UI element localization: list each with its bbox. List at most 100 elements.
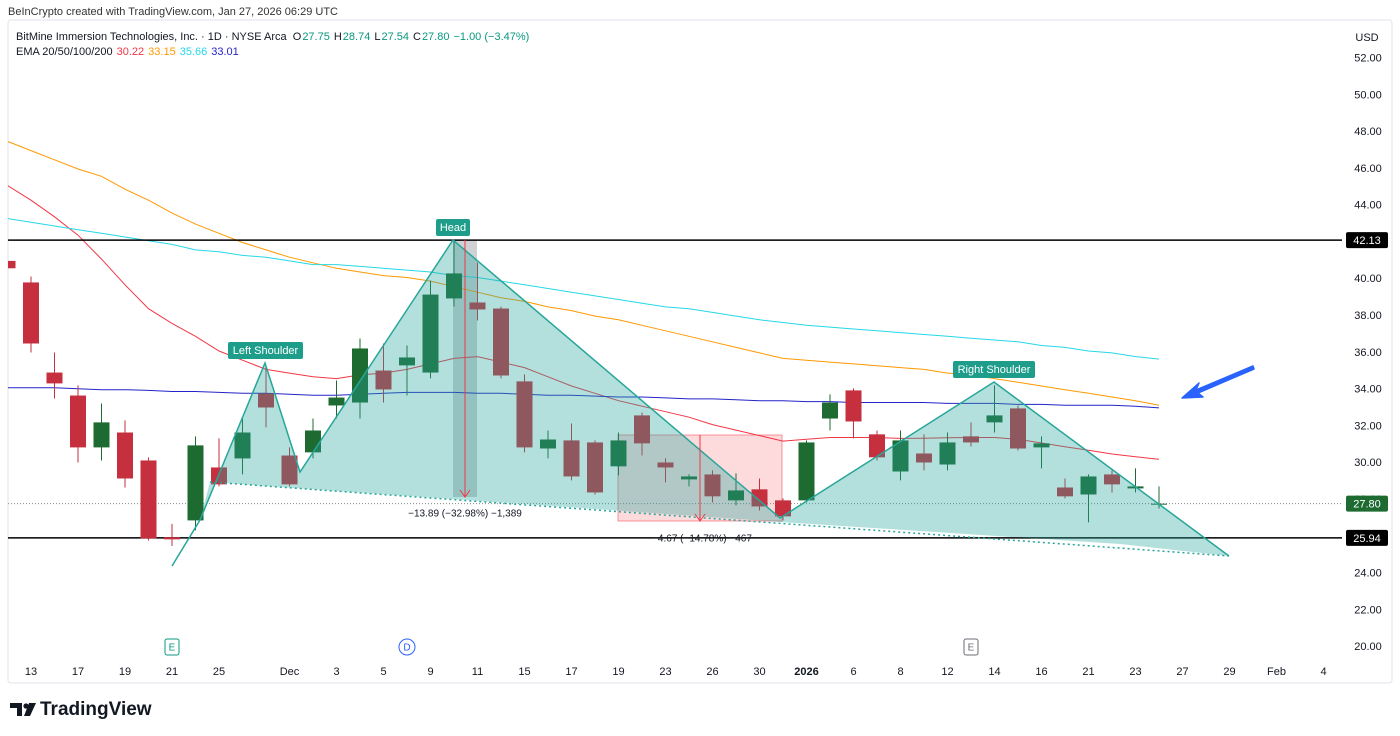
event-marker bbox=[164, 638, 180, 656]
y-tick-label: 44.00 bbox=[1354, 200, 1382, 212]
change: −1.00 (−3.47%) bbox=[453, 31, 530, 43]
candle-body bbox=[46, 372, 63, 384]
candle-body bbox=[493, 308, 509, 376]
candle-body bbox=[8, 260, 16, 269]
y-tick-label: 20.00 bbox=[1354, 641, 1382, 653]
event-marker bbox=[398, 638, 416, 656]
indicator-value: 33.01 bbox=[211, 46, 239, 58]
level-label: 42.13 bbox=[1353, 235, 1381, 247]
ema-line bbox=[8, 218, 1160, 360]
ohlc-value: 27.54 bbox=[381, 31, 409, 43]
y-tick-label: 30.00 bbox=[1354, 457, 1382, 469]
measure-label: −4.67 (−14.78%) −467 bbox=[652, 534, 752, 545]
candle-body bbox=[1033, 443, 1050, 448]
x-tick-label: 13 bbox=[25, 666, 37, 678]
candle-body bbox=[869, 434, 885, 458]
candle-body bbox=[1010, 408, 1026, 449]
candle-body bbox=[775, 500, 791, 517]
event-label: E bbox=[968, 643, 975, 654]
candle-body bbox=[258, 393, 274, 408]
pattern-label-bg bbox=[436, 219, 470, 236]
candle-body bbox=[822, 402, 838, 419]
brand-icon bbox=[23, 703, 29, 709]
x-tick-label: Feb bbox=[1267, 666, 1286, 678]
x-tick-label: 11 bbox=[472, 666, 483, 678]
brand-icon bbox=[24, 703, 36, 716]
x-tick-label: 27 bbox=[1176, 666, 1188, 678]
pattern-label: Right Shoulder bbox=[958, 364, 1031, 376]
candle-body bbox=[352, 348, 368, 403]
y-tick-label: 46.00 bbox=[1354, 163, 1382, 175]
candle-body bbox=[634, 415, 650, 444]
y-tick-label: 32.00 bbox=[1354, 420, 1382, 432]
pattern-outline bbox=[171, 238, 1230, 567]
x-tick-label: 3 bbox=[333, 666, 339, 678]
candle-body bbox=[422, 294, 439, 373]
event-label: E bbox=[169, 643, 176, 654]
candle-body bbox=[281, 455, 298, 485]
y-tick-label: 40.00 bbox=[1354, 273, 1382, 285]
y-tick-label: 50.00 bbox=[1354, 89, 1382, 101]
x-tick-label: 23 bbox=[659, 666, 671, 678]
x-tick-label: 23 bbox=[1129, 666, 1141, 678]
x-tick-label: 19 bbox=[612, 666, 624, 678]
candle-body bbox=[516, 381, 533, 448]
plot-layer bbox=[8, 141, 1342, 546]
indicator-value: 33.15 bbox=[148, 46, 176, 58]
pattern-layer: −13.89 (−32.98%) −1,389 −4.67 (−14.78%) … bbox=[171, 219, 1255, 567]
candle-body bbox=[845, 390, 862, 422]
pattern-label-bg bbox=[953, 361, 1035, 378]
x-tick-label: 19 bbox=[119, 666, 131, 678]
x-tick-label: 30 bbox=[753, 666, 765, 678]
candle-body bbox=[1057, 487, 1073, 497]
measure-label: −13.89 (−32.98%) −1,389 bbox=[408, 509, 522, 520]
x-tick-label: 17 bbox=[72, 666, 84, 678]
indicator-line: EMA 20/50/100/200 30.22 33.15 35.66 33.01 bbox=[16, 45, 533, 60]
x-tick-label: 4 bbox=[1320, 666, 1326, 678]
candle-body bbox=[328, 397, 345, 406]
ohlc-key: C bbox=[412, 31, 421, 43]
x-tick-label: 6 bbox=[850, 666, 856, 678]
symbol-line: BitMine Immersion Technologies, Inc. · 1… bbox=[16, 30, 533, 45]
candle-body bbox=[187, 445, 204, 521]
x-tick-label: 9 bbox=[427, 666, 433, 678]
measure-arrow-head bbox=[459, 489, 471, 498]
currency-label: USD bbox=[1355, 32, 1378, 44]
candle-body bbox=[916, 453, 932, 463]
candle-body bbox=[375, 370, 392, 390]
x-tick-label: 16 bbox=[1035, 666, 1047, 678]
ema-line bbox=[8, 387, 1160, 409]
level-label: 25.94 bbox=[1353, 533, 1381, 545]
ohlc-key: O bbox=[292, 31, 302, 43]
candle-body bbox=[610, 440, 627, 467]
pattern-fill bbox=[172, 240, 1229, 566]
candle-body bbox=[986, 415, 1003, 423]
pattern-label: Head bbox=[440, 222, 466, 234]
candle-body bbox=[892, 440, 909, 472]
x-tick-label: 12 bbox=[941, 666, 953, 678]
event-marker bbox=[963, 638, 979, 656]
candle-body bbox=[563, 440, 580, 477]
legend: BitMine Immersion Technologies, Inc. · 1… bbox=[16, 30, 533, 60]
ohlc-value: 27.75 bbox=[302, 31, 330, 43]
y-tick-label: 38.00 bbox=[1354, 310, 1382, 322]
x-tick-label: 17 bbox=[565, 666, 577, 678]
axis-layer: USD 20.0022.0024.0026.0028.0030.0032.003… bbox=[25, 32, 1388, 678]
candle-body bbox=[117, 432, 133, 479]
candle-body bbox=[939, 442, 956, 465]
brand: TradingView bbox=[10, 699, 152, 720]
last-price-bg bbox=[1346, 495, 1388, 512]
symbol: BitMine Immersion Technologies, Inc. · 1… bbox=[16, 31, 287, 43]
candle-body bbox=[93, 422, 110, 448]
measure-arrow-head bbox=[694, 513, 706, 522]
candle-body bbox=[657, 462, 674, 468]
y-tick-label: 34.00 bbox=[1354, 384, 1382, 396]
x-tick-label: Dec bbox=[280, 666, 300, 678]
candle-body bbox=[1080, 476, 1097, 495]
x-tick-label: 29 bbox=[1223, 666, 1235, 678]
indicator-value: 30.22 bbox=[116, 46, 145, 58]
y-tick-label: 24.00 bbox=[1354, 567, 1382, 579]
candle-body bbox=[1104, 474, 1120, 485]
